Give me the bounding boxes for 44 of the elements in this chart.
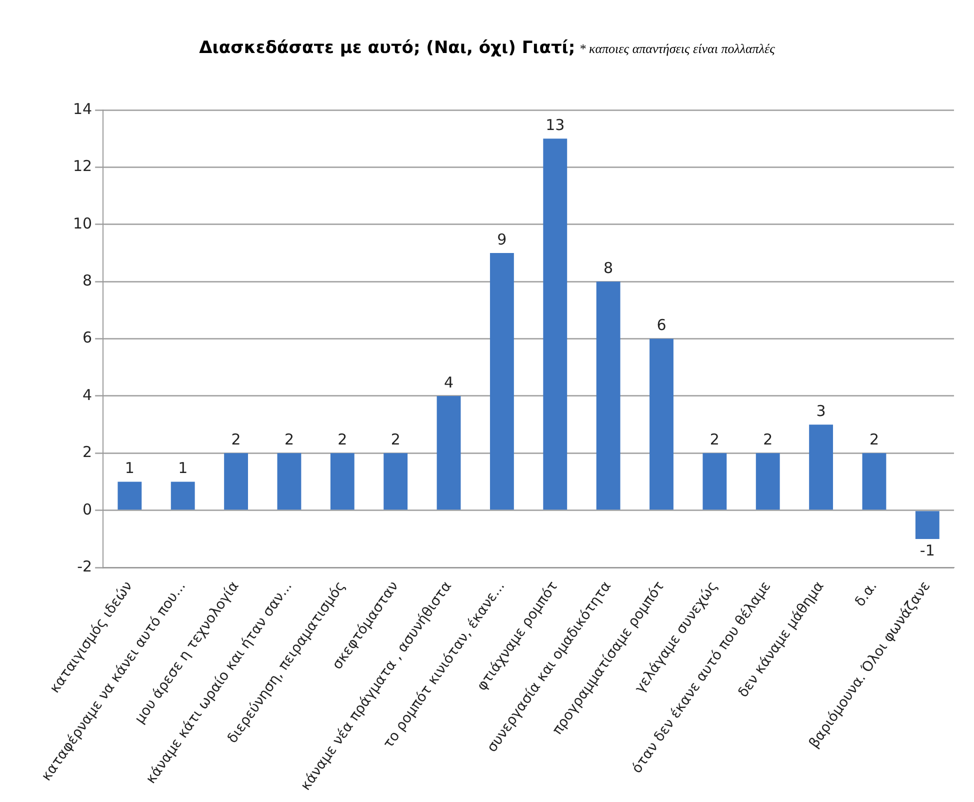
y-tick-label: 8 — [82, 271, 92, 290]
bar — [543, 138, 568, 510]
data-label: 1 — [178, 459, 188, 478]
bar — [756, 453, 780, 510]
bar — [384, 453, 408, 510]
chart-subtitle: * καποιες απαντήσεις είναι πολλαπλές — [579, 41, 775, 56]
bar — [490, 252, 514, 510]
y-tick-label: 6 — [82, 328, 92, 347]
bar — [330, 453, 354, 510]
data-label: 6 — [656, 316, 666, 334]
y-tick-label: 4 — [82, 386, 92, 404]
y-tick-label: 0 — [82, 500, 92, 518]
data-label: 2 — [338, 430, 348, 449]
bar — [170, 482, 195, 510]
data-label: 2 — [390, 430, 400, 449]
data-label: -1 — [920, 541, 935, 560]
data-label: 8 — [604, 258, 614, 277]
x-tick-label: δ.α. — [852, 578, 880, 610]
data-label: 4 — [444, 373, 454, 392]
y-tick-label: 12 — [72, 157, 92, 176]
bar — [118, 482, 142, 510]
data-label: 9 — [497, 230, 507, 248]
data-label: 3 — [816, 402, 826, 420]
bar — [702, 453, 727, 510]
data-label: 1 — [124, 459, 134, 478]
data-label: 2 — [763, 430, 773, 449]
chart-title: Διασκεδάσατε με αυτό; (Ναι, όχι) Γιατί; — [199, 38, 576, 58]
y-tick-label: 14 — [72, 100, 92, 118]
bar — [436, 396, 461, 510]
bar — [862, 453, 886, 510]
data-label: 2 — [869, 430, 879, 449]
bar — [277, 453, 302, 510]
bar — [224, 453, 248, 510]
bar — [650, 338, 674, 510]
data-label: 13 — [546, 116, 565, 134]
data-label: 2 — [710, 430, 720, 449]
bar — [809, 424, 834, 510]
bar — [915, 511, 940, 539]
y-tick-label: 10 — [72, 214, 92, 232]
bar — [596, 282, 620, 510]
y-tick-label: 2 — [82, 443, 92, 462]
data-label: 2 — [231, 430, 241, 449]
data-label: 2 — [284, 430, 294, 449]
y-tick-label: -2 — [77, 557, 92, 576]
